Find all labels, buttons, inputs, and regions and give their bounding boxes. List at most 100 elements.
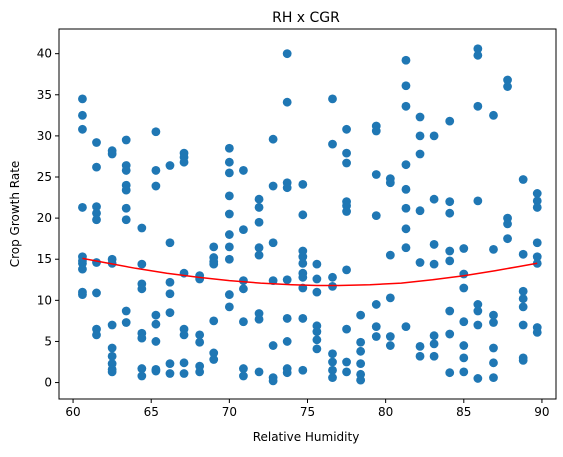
data-point (503, 82, 512, 91)
data-point (78, 203, 87, 212)
data-point (298, 210, 308, 220)
data-point (239, 225, 248, 235)
data-point (532, 238, 542, 248)
data-point (78, 290, 87, 299)
x-axis-label: Relative Humidity (253, 430, 360, 444)
data-point (401, 322, 411, 332)
data-point (532, 252, 542, 262)
data-point (151, 337, 161, 346)
data-point (356, 310, 366, 320)
data-point (342, 124, 351, 134)
x-tick-label: 90 (534, 405, 549, 419)
data-point (224, 290, 234, 299)
data-point (459, 283, 469, 293)
data-point (445, 208, 455, 218)
data-point (137, 364, 147, 373)
data-point (459, 317, 469, 327)
data-point (254, 367, 264, 377)
data-point (78, 94, 87, 104)
data-point (328, 365, 337, 375)
data-point (268, 376, 278, 386)
data-point (282, 368, 292, 378)
data-point (459, 269, 469, 279)
data-point (401, 184, 411, 194)
data-point (342, 324, 351, 334)
data-point (518, 302, 528, 312)
data-point (239, 166, 248, 175)
data-point (445, 246, 455, 256)
data-point (371, 300, 381, 309)
data-point (195, 367, 205, 377)
data-point (254, 217, 264, 227)
data-point (179, 330, 189, 340)
data-point (107, 351, 117, 361)
data-point (151, 127, 161, 137)
data-point (165, 359, 175, 369)
data-point (224, 191, 234, 201)
y-tick-label: 35 (37, 88, 52, 102)
data-point (268, 341, 278, 350)
data-point (342, 265, 351, 275)
data-point (503, 234, 512, 244)
data-point (401, 243, 411, 253)
data-point (239, 276, 248, 285)
x-tick-label: 75 (300, 405, 315, 419)
data-point (312, 335, 322, 345)
x-tick-label: 80 (378, 405, 393, 419)
data-point (224, 209, 234, 219)
data-point (224, 302, 234, 312)
data-point (151, 166, 161, 175)
data-point (179, 369, 189, 378)
data-point (239, 371, 248, 381)
y-tick-label: 5 (44, 334, 52, 348)
data-point (165, 308, 175, 318)
data-point (518, 320, 528, 330)
data-point (254, 243, 264, 253)
data-point (518, 294, 528, 304)
x-axis-ticks: 60 65 70 75 80 85 90 (65, 399, 550, 419)
data-point (195, 337, 205, 347)
data-point (165, 369, 175, 378)
data-point (532, 258, 542, 268)
data-point (254, 203, 264, 212)
data-point (459, 341, 469, 350)
data-point (268, 181, 278, 191)
data-point (179, 358, 189, 368)
data-point (401, 101, 411, 111)
data-point (282, 97, 292, 107)
data-point (312, 259, 322, 269)
data-point (151, 310, 161, 320)
data-point (137, 284, 147, 294)
data-point (385, 250, 395, 260)
data-point (224, 230, 234, 239)
data-point (473, 320, 483, 330)
data-point (268, 276, 278, 285)
data-point (429, 351, 439, 361)
data-point (532, 328, 542, 337)
data-point (151, 366, 161, 376)
data-point (121, 215, 131, 225)
data-point (121, 318, 131, 327)
y-tick-label: 0 (44, 376, 52, 390)
data-point (401, 81, 411, 91)
data-point (165, 238, 175, 248)
data-point (503, 75, 512, 85)
data-point (239, 284, 248, 294)
data-point (445, 306, 455, 316)
data-point (328, 349, 337, 359)
data-point (209, 259, 219, 269)
data-point (415, 341, 425, 351)
data-point (224, 157, 234, 167)
data-point (342, 207, 351, 216)
data-point (385, 178, 395, 188)
y-tick-label: 10 (37, 293, 52, 307)
data-point (429, 240, 439, 249)
x-tick-label: 85 (456, 405, 471, 419)
data-point (473, 44, 483, 54)
data-point (92, 215, 101, 225)
data-point (415, 258, 425, 267)
data-point (121, 166, 131, 175)
y-tick-label: 25 (37, 170, 52, 184)
